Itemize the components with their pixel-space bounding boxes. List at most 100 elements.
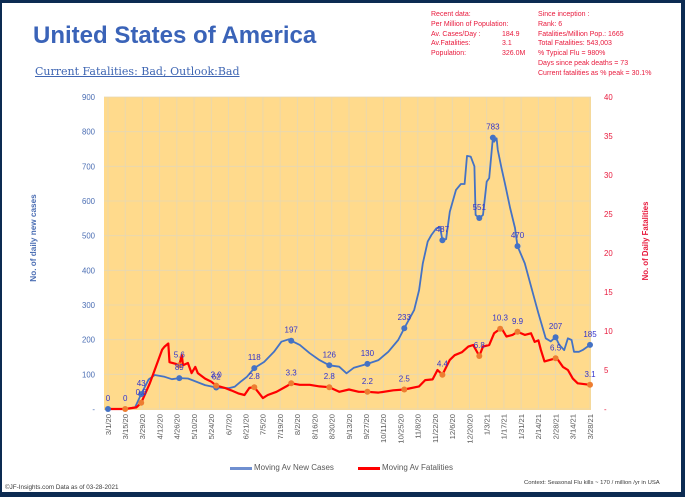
right-y-tick-label: 35 <box>604 132 613 141</box>
data-marker-cases <box>552 334 559 341</box>
data-label-cases: 62 <box>212 373 221 382</box>
x-tick-label: 1/31/21 <box>517 414 526 439</box>
data-marker-cases <box>105 406 111 412</box>
data-marker-fatalities <box>514 328 521 335</box>
population-value: 326.0M <box>502 50 526 58</box>
population-label: Population: <box>431 50 467 58</box>
right-y-tick-label: 40 <box>604 93 613 102</box>
data-marker-fatalities <box>122 406 129 412</box>
data-label-cases: 43 <box>137 379 146 388</box>
data-marker-fatalities <box>587 381 593 388</box>
x-tick-label: 2/14/21 <box>534 414 543 439</box>
x-tick-label: 10/11/20 <box>379 414 388 443</box>
data-marker-fatalities <box>213 382 220 389</box>
context-footer: Context: Seasonal Flu kills ~ 170 / mill… <box>524 480 660 486</box>
legend-line-cases-icon <box>230 467 252 470</box>
data-label-cases: 89 <box>175 363 184 372</box>
data-label-cases: 487 <box>436 225 450 234</box>
data-label-fatalities: 2.5 <box>399 375 411 384</box>
x-tick-label: 6/21/20 <box>242 414 251 439</box>
left-y-tick-label: 300 <box>82 301 96 310</box>
recent-data-panel: Recent data: Per Million of Population: … <box>431 10 531 59</box>
legend-label-cases: Moving Av New Cases <box>254 463 334 472</box>
x-tick-label: 3/29/20 <box>138 414 147 439</box>
x-tick-label: 12/20/20 <box>465 414 474 444</box>
data-marker-cases <box>326 362 333 369</box>
x-tick-label: 3/14/21 <box>569 414 578 439</box>
x-tick-label: 11/8/20 <box>414 414 423 439</box>
x-tick-label: 8/30/20 <box>328 414 337 439</box>
avg-fatalities-value: 3.1 <box>502 40 512 48</box>
page-title: United States of America <box>33 22 317 49</box>
data-marker-fatalities <box>476 353 483 359</box>
right-y-tick-label: - <box>604 405 607 414</box>
data-label-cases: 551 <box>473 203 487 212</box>
data-marker-cases <box>176 375 183 382</box>
left-y-tick-label: 800 <box>82 128 96 137</box>
total-fatalities-stat: Total Fatalities: 543,003 <box>538 40 612 48</box>
fatalities-per-million-stat: Fatalities/Million Pop.: 1665 <box>538 30 624 38</box>
data-marker-cases <box>251 365 258 372</box>
current-vs-peak-stat: Current fatalities as % peak = 30.1% <box>538 69 652 77</box>
x-tick-label: 8/16/20 <box>310 414 319 439</box>
left-y-tick-label: 900 <box>82 93 96 102</box>
data-marker-fatalities <box>552 355 559 362</box>
days-since-peak-stat: Days since peak deaths = 73 <box>538 59 629 67</box>
left-y-tick-label: 700 <box>82 162 96 171</box>
left-y-tick-label: - <box>92 405 95 414</box>
data-label-cases: 470 <box>511 231 525 240</box>
data-label-cases: 783 <box>486 123 500 132</box>
left-y-tick-label: 200 <box>82 336 96 345</box>
avg-fatalities-row: Av.Fatalities: 3.1 <box>431 39 531 49</box>
data-marker-fatalities <box>138 399 145 406</box>
data-label-cases: 130 <box>361 349 375 358</box>
data-label-fatalities: 0.8 <box>136 388 148 397</box>
x-tick-label: 2/28/21 <box>551 414 560 439</box>
source-footer: ©JF-Insights.com Data as of 03-28-2021 <box>5 484 119 491</box>
data-label-cases: 185 <box>583 330 597 339</box>
data-marker-fatalities <box>497 325 504 332</box>
avg-cases-value: 184.9 <box>502 30 520 38</box>
x-tick-label: 4/12/20 <box>155 414 164 439</box>
right-y-tick-label: 15 <box>604 288 613 297</box>
data-label-fatalities: 2.8 <box>249 372 261 381</box>
data-marker-cases <box>476 215 483 221</box>
data-label-cases: 0 <box>106 394 111 403</box>
data-marker-cases <box>587 341 593 348</box>
right-y-tick-label: 10 <box>604 327 613 336</box>
data-marker-fatalities <box>176 362 183 369</box>
data-marker-fatalities <box>288 380 295 387</box>
per-million-heading: Per Million of Population: <box>431 20 509 28</box>
recent-data-heading: Recent data: <box>431 11 471 18</box>
axes: -100200300400500600700800900-51015202530… <box>29 93 650 444</box>
x-tick-label: 4/26/20 <box>173 414 182 439</box>
left-y-tick-label: 400 <box>82 266 96 275</box>
left-y-tick-label: 600 <box>82 197 96 206</box>
legend-label-fatalities: Moving Av Fatalities <box>382 463 453 472</box>
x-tick-label: 8/2/20 <box>293 414 302 435</box>
data-label-fatalities: 3.0 <box>211 371 223 380</box>
data-label-cases: 233 <box>398 313 412 322</box>
data-marker-fatalities <box>439 371 446 378</box>
x-tick-label: 7/5/20 <box>259 414 268 435</box>
series-line-fatalities <box>106 327 592 411</box>
avg-cases-row: Av. Cases/Day : 184.9 <box>431 30 531 40</box>
outlook-subtitle: Current Fatalities: Bad; Outlook:Bad <box>35 65 240 78</box>
data-marker-cases <box>514 243 521 250</box>
x-tick-label: 9/27/20 <box>362 414 371 439</box>
right-y-tick-label: 30 <box>604 171 613 180</box>
data-marker-cases <box>138 391 145 398</box>
data-marker-cases <box>364 360 371 367</box>
data-marker-cases <box>489 134 496 141</box>
data-marker-cases <box>401 325 408 332</box>
data-label-fatalities: 10.3 <box>492 314 508 323</box>
x-tick-label: 3/28/21 <box>586 414 595 439</box>
x-tick-label: 1/17/21 <box>500 414 509 439</box>
x-tick-label: 10/25/20 <box>396 414 405 444</box>
x-tick-label: 5/24/20 <box>207 414 216 439</box>
data-label-fatalities: 4.4 <box>437 360 449 369</box>
typical-flu-stat: % Typical Flu = 980% <box>538 50 606 58</box>
x-tick-label: 1/3/21 <box>483 414 492 435</box>
